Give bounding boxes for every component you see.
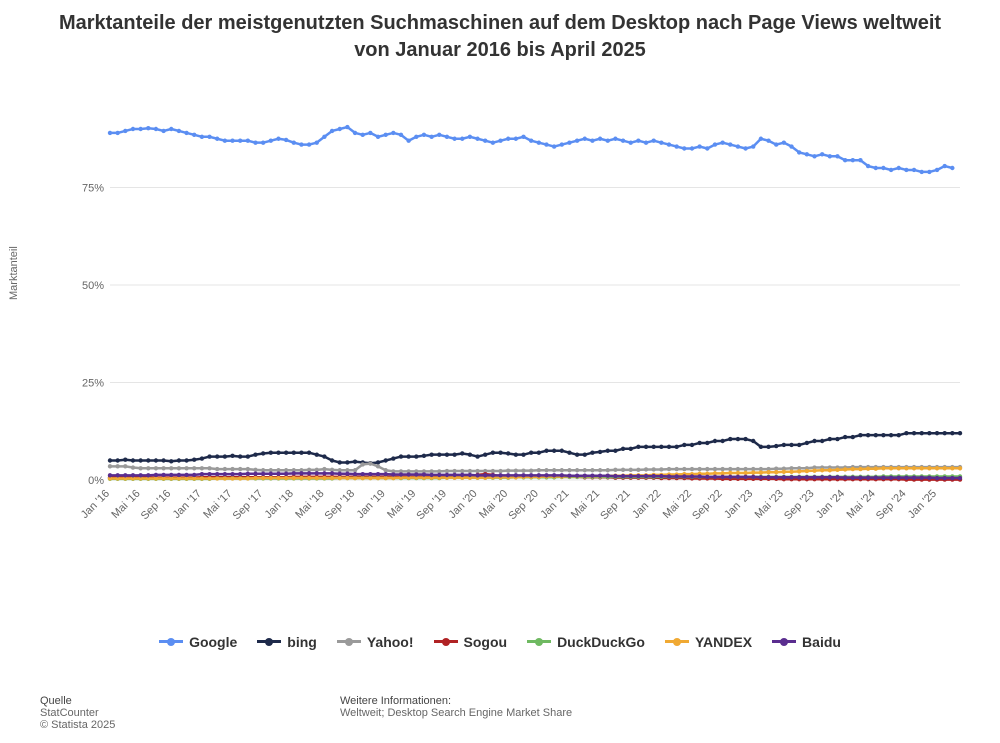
legend-item[interactable]: Google [159,634,237,650]
svg-text:25%: 25% [82,378,104,390]
svg-text:Mai '24: Mai '24 [845,488,878,521]
svg-text:Sep '20: Sep '20 [506,488,541,523]
svg-text:Sep '17: Sep '17 [231,488,266,523]
source-value: StatCounter [40,707,340,719]
legend-item[interactable]: Sogou [434,634,508,650]
legend-item[interactable]: YANDEX [665,634,752,650]
line-chart: 0% 25% 50% 75% Jan '16Mai '16Sep '16Jan '17… [70,80,970,550]
copyright-text: © Statista 2025 [40,719,340,731]
legend-label: Yahoo! [367,634,414,650]
svg-text:Sep '21: Sep '21 [598,488,633,523]
legend-swatch [772,640,796,643]
chart-container: { "chart": { "type": "line", "title": "M… [0,0,1000,743]
chart-title: Marktanteile der meistgenutzten Suchmasc… [0,10,1000,64]
svg-text:Sep '23: Sep '23 [782,488,817,523]
legend-swatch [257,640,281,643]
legend-label: DuckDuckGo [557,634,645,650]
svg-text:50%: 50% [82,280,104,292]
svg-text:Mai '20: Mai '20 [477,488,510,521]
svg-text:75%: 75% [82,183,104,195]
svg-text:Sep '22: Sep '22 [690,488,725,523]
legend-swatch [665,640,689,643]
legend-label: Sogou [464,634,508,650]
chart-footer: Quelle StatCounter © Statista 2025 Weite… [40,695,960,731]
svg-text:Jan '25: Jan '25 [906,488,939,521]
legend-item[interactable]: Yahoo! [337,634,414,650]
legend-label: bing [287,634,317,650]
source-label: Quelle [40,695,340,707]
legend-item[interactable]: DuckDuckGo [527,634,645,650]
legend-label: Google [189,634,237,650]
legend-label: YANDEX [695,634,752,650]
svg-text:Mai '18: Mai '18 [293,488,326,521]
svg-text:Jan '22: Jan '22 [630,488,663,521]
svg-text:Jan '23: Jan '23 [722,488,755,521]
legend-item[interactable]: bing [257,634,317,650]
svg-text:Sep '19: Sep '19 [414,488,449,523]
y-axis-label: Marktanteil [8,246,20,300]
svg-text:Jan '17: Jan '17 [171,488,204,521]
svg-text:Sep '18: Sep '18 [323,488,358,523]
legend-swatch [527,640,551,643]
legend-swatch [159,640,183,643]
svg-text:Mai '19: Mai '19 [385,488,418,521]
svg-text:Mai '17: Mai '17 [201,488,234,521]
info-label: Weitere Informationen: [340,695,960,707]
legend-swatch [434,640,458,643]
svg-text:Sep '24: Sep '24 [874,488,909,523]
svg-text:Jan '16: Jan '16 [79,488,112,521]
svg-text:Sep '16: Sep '16 [139,488,174,523]
info-value: Weltweit; Desktop Search Engine Market S… [340,707,960,719]
svg-text:Jan '18: Jan '18 [263,488,296,521]
legend-label: Baidu [802,634,841,650]
svg-text:Jan '19: Jan '19 [354,488,387,521]
svg-text:Jan '24: Jan '24 [814,488,847,521]
svg-text:0%: 0% [88,475,104,487]
svg-text:Mai '23: Mai '23 [753,488,786,521]
chart-legend: Google bing Yahoo! Sogou DuckDuckGo YANDEX Bai… [0,630,1000,650]
svg-text:Mai '21: Mai '21 [569,488,602,521]
svg-text:Jan '20: Jan '20 [446,488,479,521]
svg-text:Mai '22: Mai '22 [661,488,694,521]
svg-text:Mai '16: Mai '16 [109,488,142,521]
legend-swatch [337,640,361,643]
legend-item[interactable]: Baidu [772,634,841,650]
svg-text:Jan '21: Jan '21 [538,488,571,521]
